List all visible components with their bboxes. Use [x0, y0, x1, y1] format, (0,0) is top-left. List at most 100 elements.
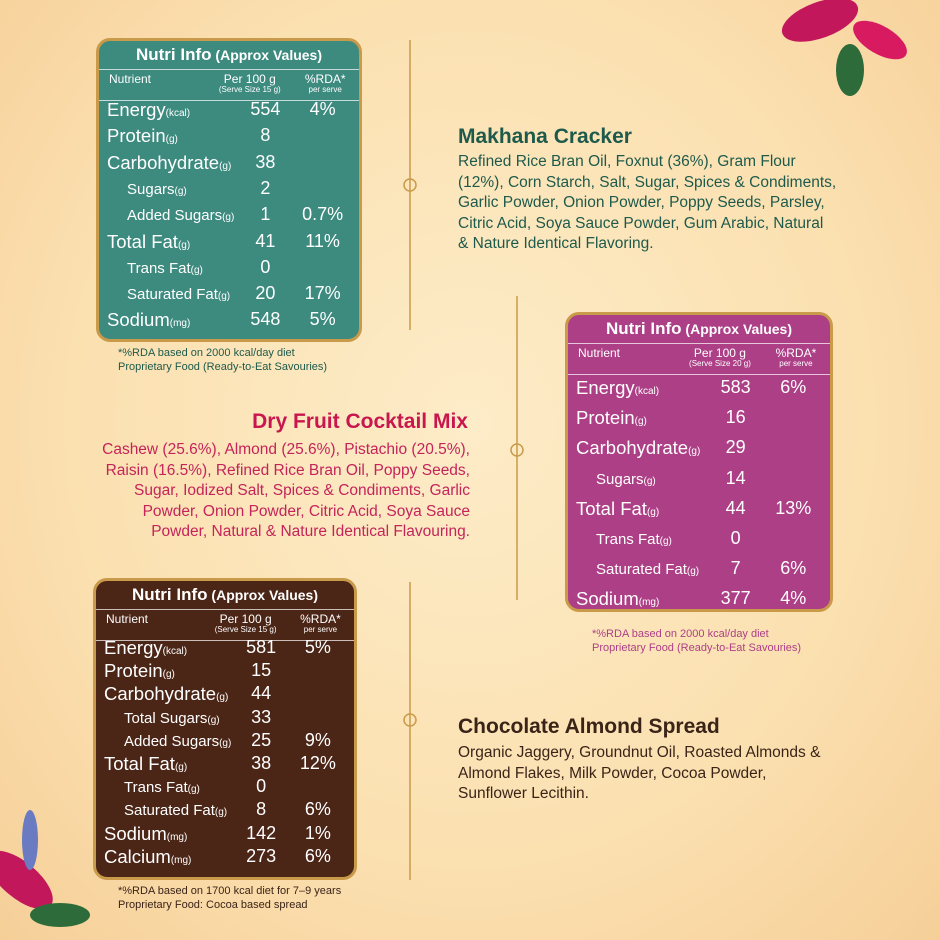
- nutrient-row: Trans Fat(g) 0: [568, 528, 830, 558]
- ingredient-line: Sunflower Lecithin.: [458, 785, 589, 803]
- ingredients: Organic Jaggery, Groundnut Oil, Roasted …: [458, 743, 820, 805]
- nutrient-row: Saturated Fat(g) 20 17%: [99, 283, 359, 309]
- unit: (mg): [170, 854, 192, 866]
- per100-value: 2: [260, 177, 271, 198]
- per100-value: 41: [255, 230, 276, 251]
- nutrient-name: Added Sugars(g): [124, 733, 231, 750]
- nutrient-name: Carbohydrate(g): [104, 683, 228, 705]
- nutrition-panel: Nutri Info (Approx Values) Nutrient Per 10…: [96, 38, 362, 342]
- nutrient-row: Added Sugars(g) 1 0.7%: [99, 204, 359, 230]
- nutrient-row: Protein(g) 8: [99, 125, 359, 151]
- panel-title: Nutri Info (Approx Values): [96, 581, 354, 610]
- rda-value: 6%: [780, 377, 807, 397]
- header-serve: (Serve Size 20 g): [689, 359, 751, 368]
- unit: (g): [187, 784, 200, 796]
- nutrient-row: Carbohydrate(g) 29: [568, 437, 830, 467]
- rda-value: 6%: [304, 845, 331, 866]
- per100-value: 548: [250, 309, 281, 330]
- nutrient-name: Saturated Fat(g): [127, 286, 230, 303]
- nutrient-name: Sugars(g): [596, 471, 656, 488]
- ingredient-line: Almond Flakes, Milk Powder, Cocoa Powder…: [458, 764, 767, 782]
- header-rda: %RDA*: [304, 72, 346, 86]
- unit: (g): [216, 692, 229, 704]
- rda-value: 5%: [309, 309, 336, 330]
- unit: (g): [219, 737, 232, 749]
- name: Energy: [104, 637, 163, 658]
- footnote: *%RDA based on 2000 kcal/day diet Proprie…: [118, 346, 327, 374]
- name: Calcium: [104, 845, 171, 867]
- name: Carbohydrate: [576, 437, 689, 459]
- name: Protein: [576, 407, 635, 429]
- name: Saturated Fat: [124, 802, 215, 820]
- product-title: Dry Fruit Cocktail Mix: [252, 410, 468, 433]
- nutrient-name: Energy(kcal): [107, 99, 190, 121]
- unit: (g): [686, 566, 700, 578]
- ingredient-line: Garlic Powder, Onion Powder, Poppy Seeds…: [458, 194, 825, 212]
- header-per100: Per 100 g: [219, 612, 272, 626]
- unit: (g): [646, 506, 660, 518]
- nutrient-row: Saturated Fat(g) 8 6%: [96, 799, 354, 822]
- per100-value: 8: [256, 799, 267, 820]
- nutrient-row: Sugars(g) 2: [99, 178, 359, 204]
- subtitle: (Approx Values): [211, 587, 319, 603]
- per100-value: 15: [251, 660, 272, 681]
- header-per100: Per 100 g: [223, 72, 276, 86]
- footnote: *%RDA based on 1700 kcal diet for 7–9 ye…: [118, 884, 341, 912]
- unit: (g): [217, 291, 231, 303]
- unit: (g): [174, 185, 187, 197]
- nutrient-row: Added Sugars(g) 25 9%: [96, 730, 354, 753]
- subtitle: (Approx Values): [685, 321, 793, 337]
- header-per100: Per 100 g: [693, 346, 746, 360]
- per100-value: 0: [730, 528, 741, 548]
- rda-value: 6%: [780, 558, 807, 579]
- nutrient-name: Protein(g): [104, 660, 175, 682]
- name: Carbohydrate: [107, 151, 220, 173]
- per100-value: 7: [730, 558, 741, 579]
- header-nutrient: Nutrient: [109, 72, 152, 86]
- ingredient-line: Raisin (16.5%), Refined Rice Bran Oil, P…: [105, 461, 470, 479]
- rda-value: 9%: [304, 729, 331, 750]
- nutrient-row: Sodium(mg) 142 1%: [96, 823, 354, 846]
- name: Protein: [107, 125, 166, 147]
- footnote-line: *%RDA based on 2000 kcal/day diet: [118, 347, 295, 359]
- nutrient-row: Sugars(g) 14: [568, 468, 830, 498]
- rda-value: 6%: [304, 799, 331, 820]
- footnote-line: Proprietary Food: Cocoa based spread: [118, 899, 308, 911]
- header-nutrient: Nutrient: [106, 612, 149, 626]
- per100-value: 581: [246, 637, 277, 657]
- nutrient-row: Trans Fat(g) 0: [99, 257, 359, 283]
- title: Nutri Info: [605, 319, 682, 338]
- unit: (kcal): [165, 108, 191, 119]
- name: Total Fat: [576, 497, 647, 519]
- name: Energy: [107, 99, 166, 120]
- rda-value: 0.7%: [302, 204, 344, 225]
- ingredient-line: Powder, Onion Powder, Citric Acid, Soya …: [142, 502, 470, 520]
- table-header: Nutrient Per 100 g (Serve Size 15 g) %RDA* p…: [96, 610, 354, 641]
- nutrient-row: Sodium(mg) 377 4%: [568, 588, 830, 618]
- nutrient-name: Carbohydrate(g): [107, 152, 231, 174]
- nutrient-row: Energy(kcal) 581 5%: [96, 637, 354, 660]
- per100-value: 44: [251, 683, 272, 704]
- unit: (g): [177, 239, 191, 251]
- rda-value: 4%: [780, 588, 807, 609]
- per100-value: 0: [260, 256, 271, 277]
- name: Added Sugars: [127, 207, 223, 225]
- name: Saturated Fat: [127, 286, 218, 304]
- per100-value: 583: [720, 377, 751, 397]
- per100-value: 44: [725, 497, 746, 518]
- header-rda: %RDA*: [300, 612, 341, 626]
- nutrient-name: Total Fat(g): [104, 753, 187, 775]
- nutrient-row: Energy(kcal) 583 6%: [568, 377, 830, 407]
- nutrient-name: Total Fat(g): [107, 231, 190, 253]
- per100-value: 0: [256, 776, 267, 797]
- per100-value: 554: [250, 99, 281, 119]
- footnote: *%RDA based on 2000 kcal/day diet Proprie…: [592, 627, 801, 655]
- rda-value: 4%: [309, 99, 336, 119]
- unit: (g): [688, 446, 701, 458]
- nutrient-row: Calcium(mg) 273 6%: [96, 846, 354, 869]
- per100-value: 8: [260, 125, 271, 146]
- nutrient-name: Saturated Fat(g): [596, 561, 699, 578]
- name: Total Fat: [104, 753, 175, 774]
